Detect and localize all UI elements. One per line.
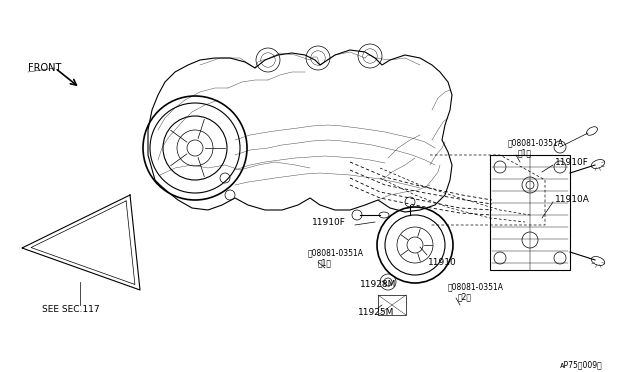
Text: Ⓑ08081-0351A: Ⓑ08081-0351A	[508, 138, 564, 147]
Text: Ⓑ08081-0351A: Ⓑ08081-0351A	[448, 282, 504, 291]
Text: SEE SEC.117: SEE SEC.117	[42, 305, 100, 314]
Text: （1）: （1）	[318, 258, 332, 267]
Text: （1）: （1）	[518, 148, 532, 157]
Text: Ⓑ08081-0351A: Ⓑ08081-0351A	[308, 248, 364, 257]
Text: 11910F: 11910F	[555, 158, 589, 167]
Text: （2）: （2）	[458, 292, 472, 301]
Bar	[378, 295, 406, 315]
Text: 11910A: 11910A	[555, 195, 590, 204]
Text: 11928M: 11928M	[360, 280, 396, 289]
Text: 11910: 11910	[428, 258, 457, 267]
Text: ᴀP75：009･: ᴀP75：009･	[560, 360, 603, 369]
Text: FRONT: FRONT	[28, 63, 61, 73]
Text: 11910F: 11910F	[312, 218, 346, 227]
Bar	[490, 155, 570, 270]
Text: 11925M: 11925M	[358, 308, 394, 317]
